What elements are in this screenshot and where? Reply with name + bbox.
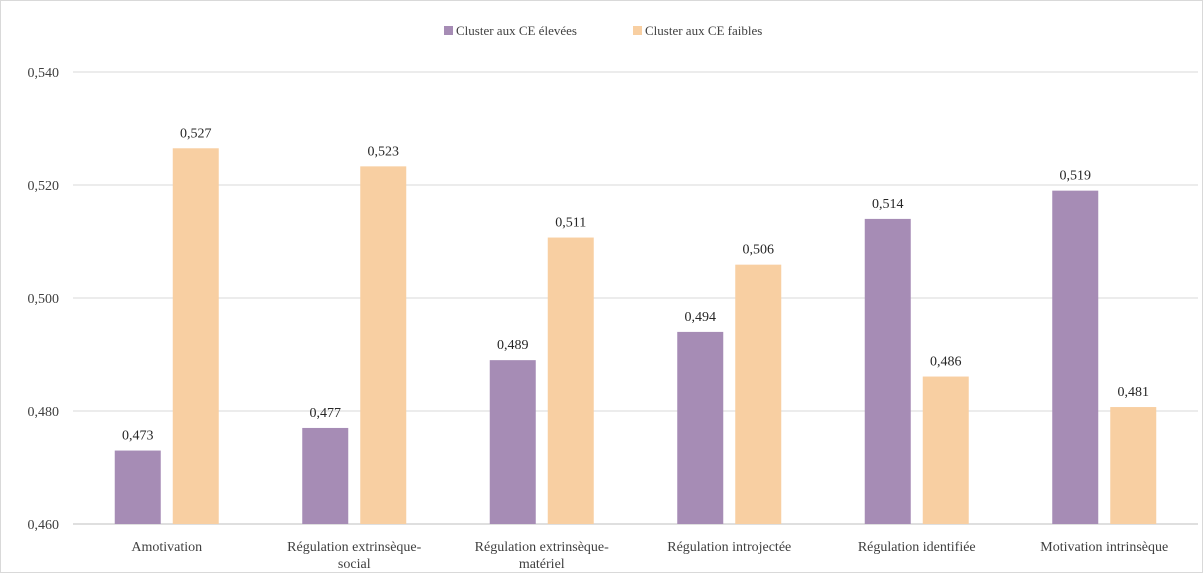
category-label: Régulation extrinsèque- (475, 540, 609, 555)
legend-label: Cluster aux CE faibles (645, 23, 762, 38)
bar-ce-elevees (489, 360, 536, 524)
bar-ce-elevees (302, 427, 349, 524)
data-label: 0,477 (310, 406, 342, 421)
category-label: Régulation introjectée (667, 540, 791, 555)
y-tick-label: 0,520 (28, 179, 60, 194)
category-label: Régulation identifiée (858, 540, 976, 555)
data-label: 0,486 (930, 355, 962, 370)
legend-swatch (633, 26, 642, 35)
data-label: 0,511 (555, 216, 586, 231)
y-tick-label: 0,460 (28, 518, 60, 533)
data-label: 0,523 (368, 144, 400, 159)
bar-ce-faibles (922, 376, 969, 524)
category-label: matériel (519, 557, 565, 572)
data-label: 0,489 (497, 338, 529, 353)
y-tick-label: 0,540 (28, 66, 60, 81)
bar-ce-elevees (114, 450, 161, 524)
bar-ce-elevees (864, 218, 911, 524)
bar-ce-faibles (547, 237, 594, 525)
data-label: 0,473 (122, 429, 154, 444)
data-label: 0,527 (180, 126, 212, 141)
data-label: 0,506 (743, 243, 775, 258)
legend-swatch (444, 26, 453, 35)
data-label: 0,519 (1060, 169, 1092, 184)
bar-ce-faibles (360, 166, 407, 525)
y-tick-label: 0,500 (28, 292, 60, 307)
bar-ce-faibles (735, 264, 782, 524)
bar-ce-elevees (677, 331, 724, 524)
category-label: Motivation intrinsèque (1040, 540, 1168, 555)
category-label: social (338, 557, 371, 572)
bar-ce-faibles (1110, 407, 1157, 524)
y-tick-label: 0,480 (28, 405, 60, 420)
category-label: Amotivation (131, 540, 202, 555)
data-label: 0,481 (1118, 385, 1150, 400)
data-label: 0,514 (872, 197, 904, 212)
bar-ce-elevees (1052, 190, 1099, 524)
data-label: 0,494 (685, 310, 717, 325)
legend-label: Cluster aux CE élevées (456, 23, 577, 38)
category-label: Régulation extrinsèque- (287, 540, 421, 555)
bar-ce-faibles (172, 148, 219, 524)
